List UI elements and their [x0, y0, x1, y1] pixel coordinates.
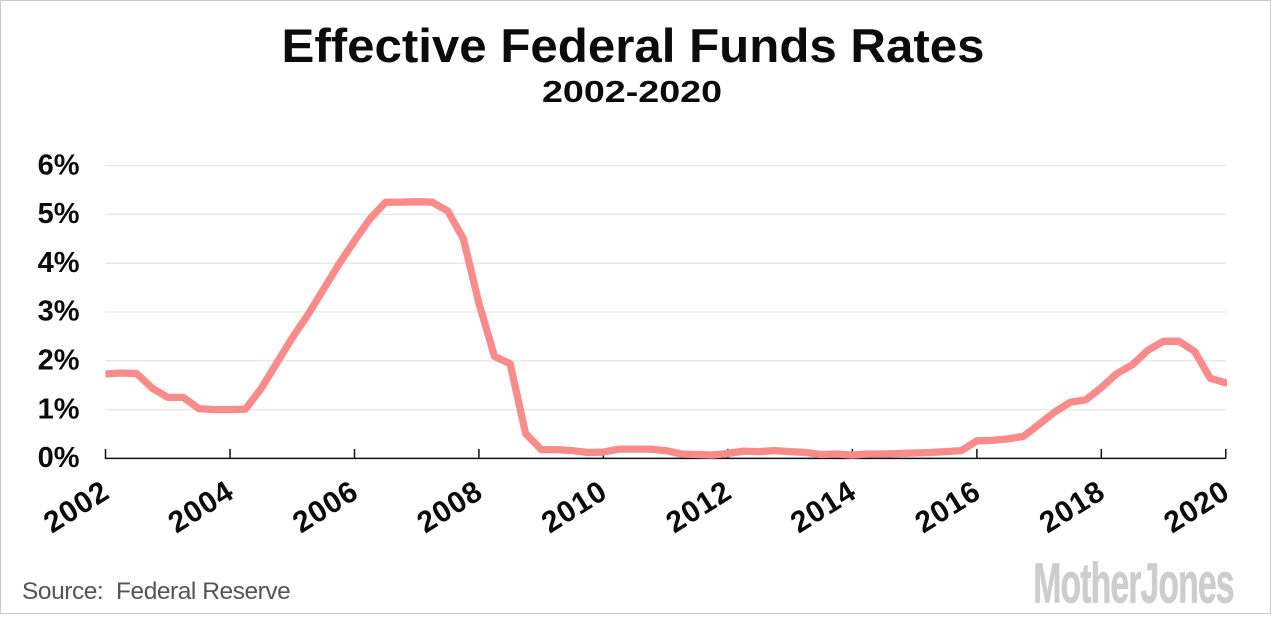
svg-text:2002: 2002 [38, 475, 115, 540]
svg-text:0%: 0% [38, 442, 80, 474]
svg-text:2002-2020: 2002-2020 [542, 75, 722, 109]
svg-text:2018: 2018 [1034, 475, 1111, 540]
svg-text:2014: 2014 [785, 475, 862, 540]
svg-text:2%: 2% [38, 345, 80, 377]
svg-text:2004: 2004 [163, 475, 240, 540]
svg-text:2020: 2020 [1158, 475, 1235, 540]
svg-text:2016: 2016 [909, 475, 986, 540]
svg-text:2008: 2008 [411, 475, 488, 540]
svg-text:2006: 2006 [287, 475, 364, 540]
svg-text:Source: Federal Reserve: Source: Federal Reserve [22, 578, 290, 605]
svg-text:3%: 3% [38, 296, 80, 328]
svg-text:4%: 4% [38, 247, 80, 279]
svg-text:2010: 2010 [536, 475, 613, 540]
svg-text:5%: 5% [38, 198, 80, 230]
svg-text:Effective Federal Funds Rates: Effective Federal Funds Rates [282, 19, 985, 72]
svg-text:MotherJones: MotherJones [1033, 552, 1234, 614]
svg-text:2012: 2012 [660, 475, 737, 540]
svg-text:6%: 6% [38, 149, 80, 181]
svg-text:1%: 1% [38, 393, 80, 425]
